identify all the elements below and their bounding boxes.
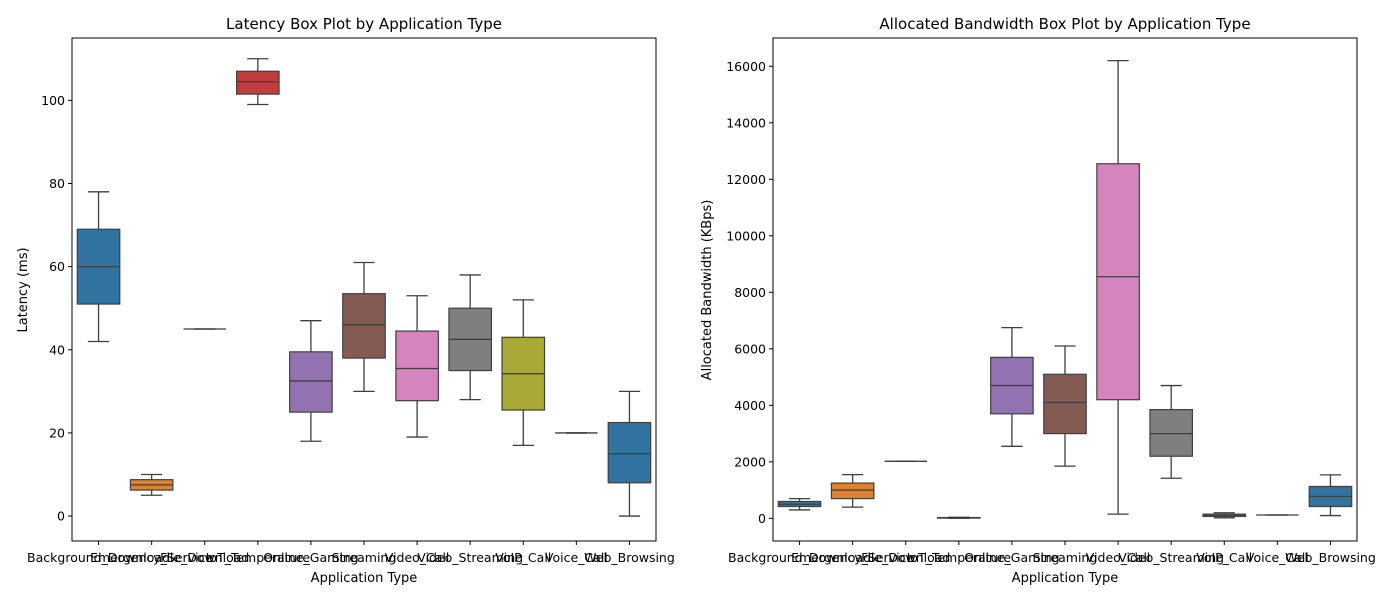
box-video-streaming — [1149, 384, 1194, 479]
y-tick-label: 0 — [57, 509, 65, 524]
box-online-gaming — [990, 326, 1034, 447]
plot-frame — [772, 37, 1358, 542]
y-tick-label: 4000 — [734, 398, 766, 413]
iqr-box — [395, 330, 439, 402]
x-tick-label: Streaming — [332, 550, 397, 565]
box-iot-temperature — [235, 58, 280, 106]
y-axis-ticks: 0 2000 4000 6000 8000 10000 12000 14000 16000 — [726, 59, 773, 526]
y-tick-label: 6000 — [734, 341, 766, 356]
x-tick-label: Web_Browsing — [1285, 550, 1376, 565]
chart-title: Latency Box Plot by Application Type — [226, 15, 502, 33]
x-tick-label: VoIP_Call — [495, 550, 551, 565]
y-tick-label: 0 — [758, 511, 766, 526]
iqr-box — [1043, 373, 1087, 435]
y-tick-label: 16000 — [726, 59, 766, 74]
x-axis-ticks: Background_DownloadEmergency_ServiceFile… — [728, 541, 1376, 565]
x-tick-label: Voice_Call — [545, 550, 608, 565]
y-tick-label: 60 — [49, 259, 65, 274]
box-web-browsing — [607, 390, 652, 517]
x-tick-label: File_Download — [160, 550, 249, 565]
box-video-call — [395, 295, 439, 438]
y-tick-label: 12000 — [726, 172, 766, 187]
y-tick-label: 80 — [49, 176, 65, 191]
x-tick-label: Video_Call — [1086, 550, 1151, 565]
x-tick-label: Online_Gaming — [964, 550, 1059, 565]
box-video-call — [1096, 59, 1140, 515]
y-axis-label: Allocated Bandwidth (KBps) — [700, 200, 715, 381]
x-tick-label: Web_Browsing — [584, 550, 675, 565]
x-tick-label: Emergency_Service — [791, 550, 914, 565]
box-background-download — [76, 191, 121, 343]
box-voip-call — [1202, 512, 1247, 519]
y-tick-label: 100 — [41, 93, 65, 108]
plot-frame — [71, 37, 657, 542]
latency-chart: Latency Box Plot by Application Type App… — [16, 15, 675, 586]
box-voip-call — [501, 299, 546, 447]
iqr-box — [1096, 163, 1140, 401]
x-tick-label: Video_Streaming — [417, 550, 523, 565]
box-emergency-service — [830, 473, 875, 508]
x-axis-ticks: Background_DownloadEmergency_ServiceFile… — [27, 541, 675, 565]
y-tick-label: 2000 — [734, 454, 766, 469]
box-iot-temperature — [936, 516, 981, 520]
x-tick-label: IoT_Temperature — [907, 550, 1012, 565]
iqr-box — [1149, 408, 1194, 457]
box-online-gaming — [289, 320, 333, 442]
y-tick-label: 40 — [49, 342, 65, 357]
x-tick-label: Voice_Call — [1246, 550, 1309, 565]
box-streaming — [1043, 345, 1087, 467]
box-background-download — [777, 497, 822, 511]
bandwidth-chart: Allocated Bandwidth Box Plot by Applicat… — [700, 15, 1376, 586]
x-tick-label: Online_Gaming — [263, 550, 358, 565]
y-axis-ticks: 0 20 40 60 80 100 — [41, 93, 72, 524]
x-tick-label: File_Download — [861, 550, 950, 565]
y-tick-label: 14000 — [726, 115, 766, 130]
box-group — [76, 58, 652, 517]
chart-title: Allocated Bandwidth Box Plot by Applicat… — [879, 15, 1250, 33]
x-axis-label: Application Type — [1012, 571, 1119, 586]
y-tick-label: 20 — [49, 425, 65, 440]
box-streaming — [342, 261, 386, 392]
x-tick-label: VoIP_Call — [1196, 550, 1252, 565]
x-tick-label: Emergency_Service — [90, 550, 213, 565]
x-tick-label: Background_Download — [728, 550, 871, 565]
y-tick-label: 10000 — [726, 228, 766, 243]
x-tick-label: IoT_Temperature — [206, 550, 311, 565]
box-emergency-service — [129, 473, 174, 496]
x-tick-label: Video_Streaming — [1118, 550, 1224, 565]
box-web-browsing — [1308, 474, 1353, 517]
iqr-box — [342, 293, 386, 359]
x-tick-label: Streaming — [1033, 550, 1098, 565]
iqr-box — [235, 70, 280, 95]
x-axis-label: Application Type — [311, 571, 418, 586]
x-tick-label: Background_Download — [27, 550, 170, 565]
iqr-box — [830, 482, 875, 500]
iqr-box — [607, 421, 652, 484]
box-video-streaming — [448, 274, 493, 401]
x-tick-label: Video_Call — [385, 550, 450, 565]
y-axis-label: Latency (ms) — [16, 247, 31, 332]
iqr-box — [289, 351, 333, 413]
y-tick-label: 8000 — [734, 285, 766, 300]
box-group — [777, 59, 1353, 520]
